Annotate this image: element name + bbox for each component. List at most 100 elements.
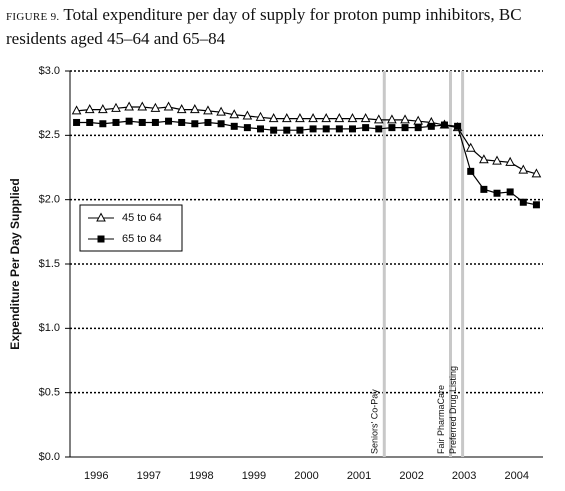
marker <box>203 105 213 115</box>
title-text: Total expenditure per day of supply for … <box>6 5 522 48</box>
marker <box>519 198 527 206</box>
event-label: Seniors' Co-Pay <box>370 389 380 454</box>
x-tick-label: 1999 <box>242 470 266 482</box>
marker <box>400 114 410 124</box>
marker <box>362 124 370 132</box>
marker <box>243 124 251 132</box>
marker <box>86 118 94 126</box>
marker <box>295 113 305 123</box>
marker <box>493 189 501 197</box>
marker <box>165 117 173 125</box>
marker <box>281 113 292 123</box>
legend-marker <box>97 235 105 243</box>
marker <box>373 114 384 124</box>
marker <box>531 168 542 178</box>
marker <box>191 120 199 128</box>
marker <box>216 106 226 116</box>
y-tick-label: $1.0 <box>39 322 60 334</box>
legend-marker <box>96 212 106 222</box>
marker <box>505 156 515 166</box>
marker <box>176 104 187 114</box>
marker <box>467 167 475 175</box>
x-tick-label: 2000 <box>294 470 318 482</box>
marker <box>465 142 476 152</box>
marker <box>401 124 409 132</box>
marker <box>347 113 358 123</box>
marker <box>414 124 422 132</box>
series-line <box>76 120 537 206</box>
marker <box>480 185 488 193</box>
marker <box>112 118 120 126</box>
x-tick-label: 2001 <box>347 470 371 482</box>
marker <box>492 155 502 165</box>
marker <box>387 114 397 124</box>
legend-label: 45 to 64 <box>122 212 162 224</box>
y-axis-label: Expenditure Per Day Supplied <box>8 178 22 349</box>
y-tick-label: $2.5 <box>39 129 60 141</box>
marker <box>73 118 81 126</box>
x-tick-label: 1996 <box>84 470 108 482</box>
marker <box>296 126 304 134</box>
marker <box>335 125 343 133</box>
marker <box>348 125 356 133</box>
marker <box>71 105 82 115</box>
marker <box>479 154 489 164</box>
marker <box>322 125 330 133</box>
marker <box>150 102 161 112</box>
event-label: Preferred Drug Listing <box>448 366 458 454</box>
marker <box>388 124 396 132</box>
marker <box>99 120 107 128</box>
x-tick-label: 2004 <box>504 470 528 482</box>
y-tick-label: $3.0 <box>39 65 60 77</box>
marker <box>151 118 159 126</box>
marker <box>360 113 371 123</box>
marker <box>124 101 134 111</box>
marker <box>283 126 291 134</box>
marker <box>204 118 212 126</box>
marker <box>255 111 266 121</box>
marker <box>242 110 253 120</box>
y-tick-label: $1.5 <box>39 258 60 270</box>
marker <box>189 104 200 114</box>
marker <box>532 201 540 209</box>
marker <box>257 125 265 133</box>
legend-box <box>79 204 183 252</box>
marker <box>84 104 95 114</box>
marker <box>440 121 448 129</box>
marker <box>125 117 133 125</box>
figure-label: FIGURE 9. <box>6 11 60 23</box>
marker <box>375 125 383 133</box>
y-tick-label: $2.0 <box>39 194 60 206</box>
marker <box>178 118 186 126</box>
marker <box>217 120 225 128</box>
legend-label: 65 to 84 <box>122 233 162 245</box>
marker <box>229 109 240 119</box>
marker <box>309 125 317 133</box>
y-tick-label: $0.5 <box>39 387 60 399</box>
marker <box>321 113 332 123</box>
x-tick-label: 1998 <box>189 470 213 482</box>
marker <box>268 113 279 123</box>
marker <box>163 101 174 111</box>
marker <box>111 102 121 112</box>
y-tick-label: $0.0 <box>39 451 60 463</box>
event-label: Fair PharmaCare <box>436 385 446 454</box>
marker <box>98 104 108 114</box>
marker <box>137 101 148 111</box>
marker <box>138 118 146 126</box>
x-tick-label: 2002 <box>399 470 423 482</box>
x-tick-label: 2003 <box>452 470 476 482</box>
marker <box>230 122 238 130</box>
x-tick-label: 1997 <box>137 470 161 482</box>
marker <box>454 122 462 130</box>
marker <box>506 188 514 196</box>
marker <box>308 113 318 123</box>
marker <box>334 113 345 123</box>
marker <box>270 126 278 134</box>
chart-title: FIGURE 9. Total expenditure per day of s… <box>6 4 561 49</box>
marker <box>427 122 435 130</box>
series-line <box>76 106 537 175</box>
marker <box>518 164 529 174</box>
